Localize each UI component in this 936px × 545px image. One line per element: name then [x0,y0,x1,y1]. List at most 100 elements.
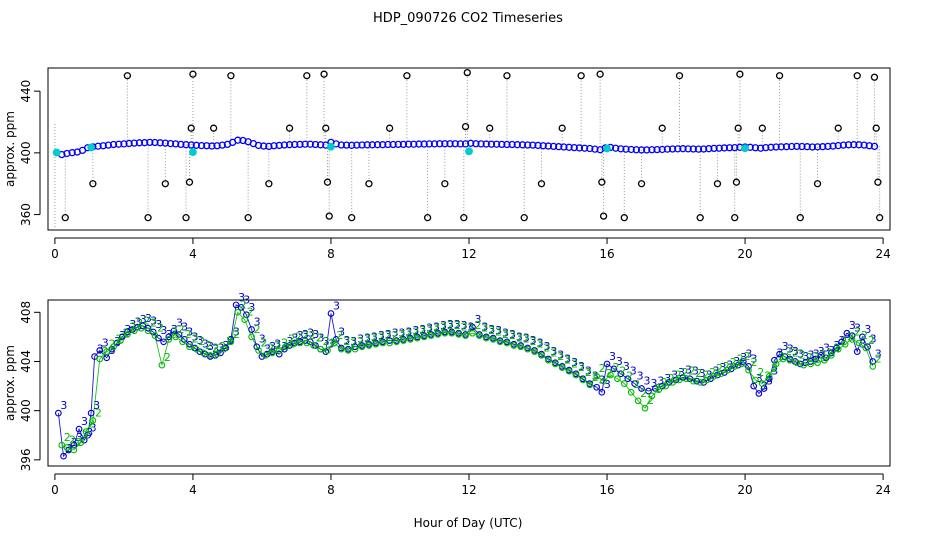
data-point [280,141,289,149]
point-label: 2 [833,341,840,354]
data-point [864,343,871,351]
data-point [684,145,692,153]
point-label: 3 [140,313,147,326]
excursion-point [675,72,684,80]
data-point [513,141,521,149]
data-point [406,335,414,343]
point-label: 3 [543,340,550,353]
point-label: 2 [468,322,475,335]
point-label: 3 [317,331,324,344]
data-point [420,333,428,341]
point-label: 3 [771,365,778,378]
data-point [758,380,766,387]
data-point [467,139,475,147]
data-point [103,348,111,355]
data-point [600,377,607,385]
excursion-point [320,70,328,78]
data-point [68,149,76,157]
excursion-point [870,73,879,81]
data-point [413,334,421,342]
top-excursion-connectors [54,72,881,230]
data-point [638,385,645,392]
data-point [620,380,628,387]
point-label: 2 [682,366,689,379]
data-point [262,351,269,359]
data-point [715,144,723,152]
data-point [714,371,721,379]
data-point [365,342,373,349]
data-point [529,141,537,149]
point-label: 2 [122,327,129,340]
data-point [565,367,573,375]
data-point [580,144,589,152]
data-point [725,144,734,152]
point-label: 3 [66,442,73,455]
point-label: 2 [336,329,343,342]
data-point [156,139,164,147]
data-point [206,351,214,359]
data-point [311,140,320,149]
point-label: 3 [181,320,188,333]
point-label: 2 [116,333,123,346]
excursion-point [187,124,195,132]
data-point [130,327,138,335]
data-point [632,146,641,154]
data-point [756,144,765,152]
point-label: 3 [433,320,440,333]
point-label: 2 [854,325,861,338]
data-point [710,144,718,153]
excursion-point [209,124,218,132]
excursion-point [385,124,394,132]
point-label: 2 [274,339,281,352]
point-label: 3 [637,370,644,383]
data-point [351,343,359,351]
excursion-point [463,68,471,77]
point-label: 2 [185,328,192,341]
excursion-point [734,124,742,132]
point-label: 3 [854,322,861,335]
x-tick-label: 4 [189,247,197,261]
data-point [853,348,861,355]
data-point [337,141,345,149]
point-label: 3 [286,335,293,348]
data-point [544,142,553,150]
data-point [848,332,856,340]
data-point [841,340,849,348]
data-point [286,342,293,349]
point-label: 3 [733,355,740,368]
point-label: 2 [88,418,95,431]
data-point [555,143,563,151]
data-point [662,382,670,390]
excursion-point [872,124,880,132]
data-point [860,141,868,149]
data-point [798,142,806,151]
point-label: 2 [474,319,481,332]
y-tick-label: 396 [19,448,33,471]
data-point [197,141,206,150]
data-point [253,343,261,351]
point-label: 2 [764,370,771,383]
y-tick-label: 400 [19,141,33,164]
point-label: 2 [599,362,606,375]
data-point [75,425,83,433]
excursion-point [325,212,333,220]
data-point [415,140,423,148]
data-point [332,335,340,343]
data-point [227,338,235,346]
excursion-point [758,124,766,132]
point-label: 3 [454,318,461,331]
excursion-point [486,124,494,132]
data-point [745,363,752,370]
point-label: 2 [247,306,254,319]
point-label: 2 [240,298,247,311]
point-label: 3 [713,365,720,378]
point-label: 2 [633,378,640,391]
x-tick-label: 16 [599,483,614,497]
point-label: 3 [523,331,530,344]
point-label: 3 [699,367,706,380]
data-point [120,140,128,148]
data-point [498,140,506,149]
data-point [456,140,465,148]
data-point [248,333,255,341]
